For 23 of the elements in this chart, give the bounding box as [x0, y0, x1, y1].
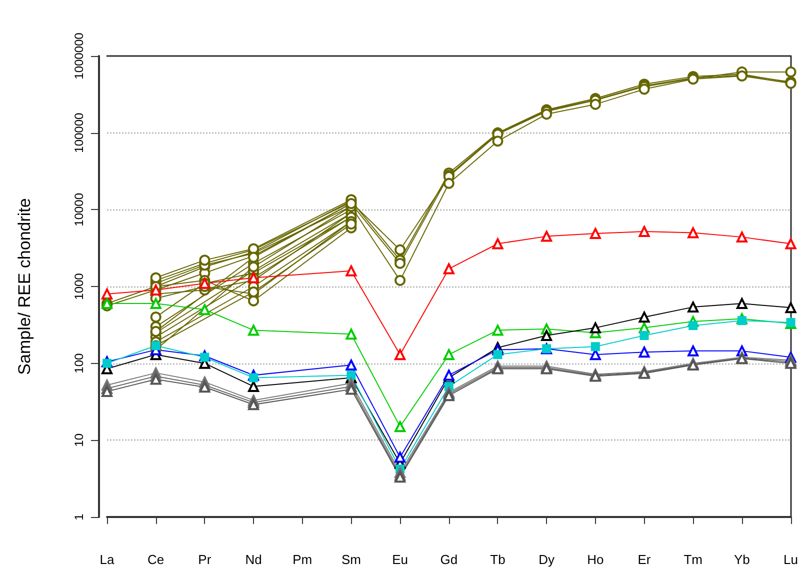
x-tick-label: Gd: [440, 552, 458, 567]
y-tick-label: 100000: [72, 112, 86, 153]
y-tick-label: 100: [72, 353, 86, 374]
x-tick-label: Eu: [392, 552, 408, 567]
x-tick-label: Er: [638, 552, 652, 567]
x-tick-label: Ce: [148, 552, 164, 567]
y-axis-title: Sample/ REE chondrite: [15, 198, 34, 375]
x-tick-label: Lu: [784, 552, 798, 567]
y-tick-label: 1000000: [72, 32, 86, 80]
x-tick-label: La: [100, 552, 115, 567]
x-tick-label: Pr: [198, 552, 212, 567]
x-tick-label: Tb: [490, 552, 506, 567]
x-tick-label: Tm: [684, 552, 702, 567]
y-tick-label: 1: [72, 513, 86, 520]
y-tick-label: 1000: [72, 272, 86, 300]
x-tick-label: Dy: [538, 552, 556, 567]
x-tick-label: Nd: [245, 552, 262, 567]
x-tick-label: Sm: [341, 552, 361, 567]
y-tick-label: 10: [72, 433, 86, 447]
x-tick-label: Ho: [587, 552, 604, 567]
x-tick-label: Yb: [734, 552, 750, 567]
x-tick-label: Pm: [292, 552, 312, 567]
y-tick-label: 10000: [72, 192, 86, 226]
